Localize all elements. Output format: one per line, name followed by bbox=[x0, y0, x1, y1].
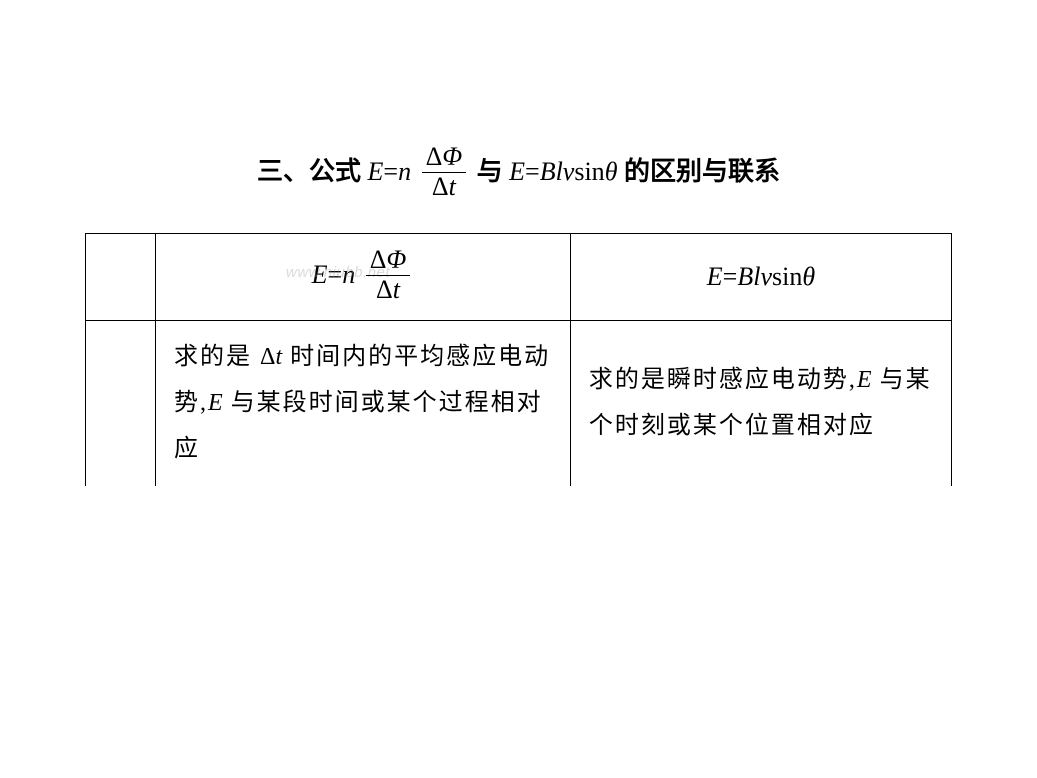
title-heading: 三、公式 E=n ΔΦ Δt 与 E=Blvsinθ 的区别与联系 bbox=[85, 145, 952, 203]
title-suffix: 的区别与联系 bbox=[624, 157, 780, 186]
fraction: ΔΦ Δt bbox=[366, 246, 411, 304]
title-formula-1: E=n ΔΦ Δt bbox=[368, 157, 477, 186]
var-Blv: Blv bbox=[737, 262, 772, 291]
fraction: ΔΦ Δt bbox=[422, 143, 467, 201]
eq-sign: = bbox=[525, 157, 540, 186]
header-empty bbox=[86, 234, 156, 321]
sin: sin bbox=[772, 262, 802, 291]
document-content: 三、公式 E=n ΔΦ Δt 与 E=Blvsinθ 的区别与联系 www.ni… bbox=[85, 145, 952, 486]
inline-var-E: E bbox=[857, 367, 872, 393]
var-E: E bbox=[707, 262, 723, 291]
fraction-numerator: ΔΦ bbox=[422, 143, 467, 173]
cell-description-2: 求的是瞬时感应电动势,E 与某个时刻或某个位置相对应 bbox=[570, 321, 951, 486]
var-Blv: Blv bbox=[540, 157, 575, 186]
fraction-denominator: Δt bbox=[366, 276, 411, 305]
inline-var-E: E bbox=[208, 390, 223, 416]
comparison-table: www.niubb.net E=n ΔΦ Δt E=Blvsinθ 求的是 Δt… bbox=[85, 233, 952, 486]
var-n: n bbox=[398, 157, 411, 186]
var-E: E bbox=[368, 157, 384, 186]
var-E: E bbox=[509, 157, 525, 186]
fraction-numerator: ΔΦ bbox=[366, 246, 411, 276]
title-prefix: 三、公式 bbox=[257, 157, 361, 186]
table-header-row: www.niubb.net E=n ΔΦ Δt E=Blvsinθ bbox=[86, 234, 952, 321]
header-formula-2: E=Blvsinθ bbox=[570, 234, 951, 321]
row-label-empty bbox=[86, 321, 156, 486]
eq-sign: = bbox=[723, 262, 738, 291]
var-theta: θ bbox=[802, 262, 815, 291]
var-theta: θ bbox=[605, 157, 618, 186]
fraction-denominator: Δt bbox=[422, 173, 467, 202]
table-row: 求的是 Δt 时间内的平均感应电动势,E 与某段时间或某个过程相对应 求的是瞬时… bbox=[86, 321, 952, 486]
title-mid: 与 bbox=[477, 157, 503, 186]
sin: sin bbox=[574, 157, 604, 186]
cell-description-1: 求的是 Δt 时间内的平均感应电动势,E 与某段时间或某个过程相对应 bbox=[156, 321, 571, 486]
header-formula-1: www.niubb.net E=n ΔΦ Δt bbox=[156, 234, 571, 321]
eq-sign: = bbox=[383, 157, 398, 186]
inline-formula-dt: Δt bbox=[260, 344, 282, 370]
title-formula-2: E=Blvsinθ bbox=[509, 157, 624, 186]
